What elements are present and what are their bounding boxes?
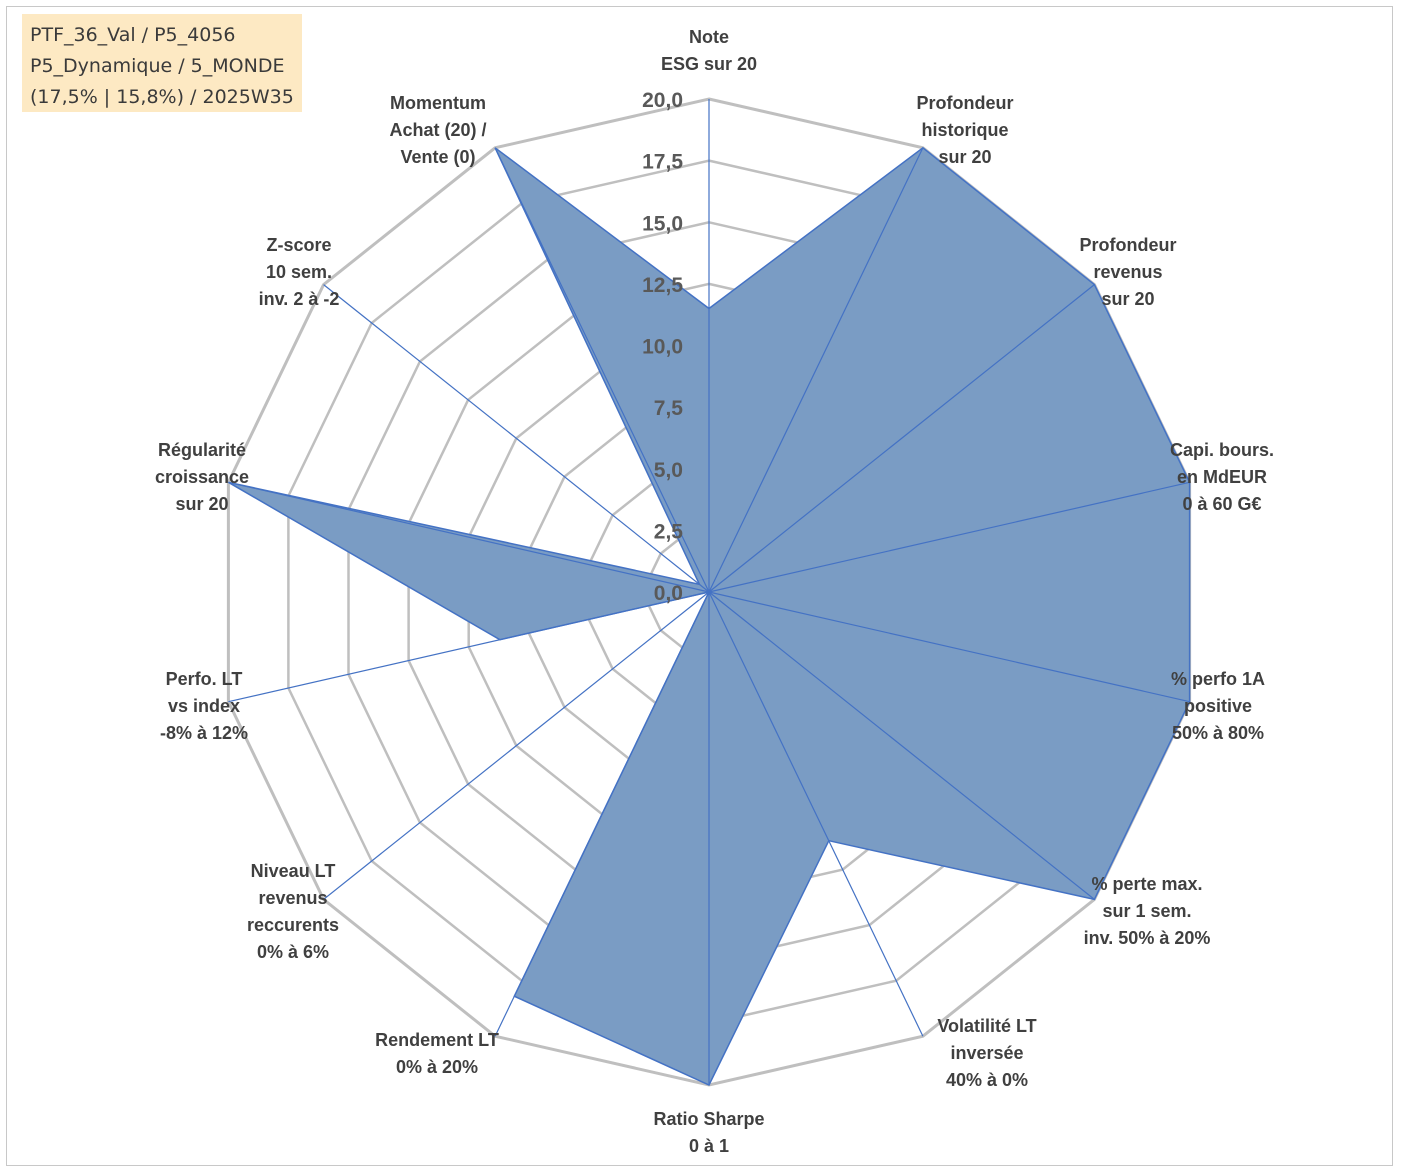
axis-spoke <box>323 591 710 900</box>
tick-label: 20,0 <box>642 89 683 112</box>
axis-spoke <box>228 481 710 593</box>
axis-label-line: Z-score <box>266 235 331 255</box>
axis-label-line: Vente (0) <box>400 147 475 167</box>
axis-label-line: 0% à 6% <box>257 942 329 962</box>
axis-label: % perfo 1A positive 50% à 80% <box>1171 669 1265 743</box>
tick-label: 0,0 <box>654 582 683 605</box>
axis-label-line: en MdEUR <box>1177 467 1267 487</box>
axis-spoke <box>323 284 710 593</box>
info-box: PTF_36_Val / P5_4056 P5_Dynamique / 5_MO… <box>22 14 302 112</box>
axis-label: Régularité croissance sur 20 <box>155 440 249 514</box>
tick-label: 12,5 <box>642 274 683 297</box>
axis-label: Momentum Achat (20) / Vente (0) <box>389 93 486 167</box>
axis-label: Z-score 10 sem. inv. 2 à -2 <box>259 235 340 309</box>
axis-label-line: Note <box>689 27 729 47</box>
axis-label-line: 0% à 20% <box>396 1057 478 1077</box>
axis-label-line: sur 1 sem. <box>1102 901 1191 921</box>
tick-label: 17,5 <box>642 151 683 174</box>
axis-label-line: Perfo. LT <box>166 669 243 689</box>
axis-label-line: 0 à 60 G€ <box>1182 494 1261 514</box>
axis-label-line: 50% à 80% <box>1172 723 1264 743</box>
tick-label: 10,0 <box>642 336 683 359</box>
info-line-profile: P5_Dynamique / 5_MONDE <box>30 55 285 77</box>
tick-label: 5,0 <box>654 459 683 482</box>
axis-label-line: inv. 2 à -2 <box>259 289 340 309</box>
axis-label-line: Niveau LT <box>251 861 336 881</box>
axis-label: Perfo. LT vs index -8% à 12% <box>160 669 248 743</box>
tick-label: 2,5 <box>654 520 684 543</box>
axis-label-line: % perte max. <box>1091 874 1202 894</box>
axis-label-line: 40% à 0% <box>946 1070 1028 1090</box>
axis-label-line: positive <box>1184 696 1252 716</box>
axis-label: Capi. bours. en MdEUR 0 à 60 G€ <box>1170 440 1274 514</box>
axis-spoke <box>228 591 710 703</box>
axis-label-line: vs index <box>168 696 240 716</box>
axis-label: Note ESG sur 20 <box>661 27 757 74</box>
axis-spoke <box>494 147 710 593</box>
axis-label-line: revenus <box>1093 262 1162 282</box>
radar-axis-labels: Note ESG sur 20 Profondeur historique sur 20… <box>155 27 1274 1156</box>
axis-spoke <box>708 591 1095 900</box>
axis-label-line: Régularité <box>158 440 246 460</box>
axis-label: Rendement LT 0% à 20% <box>375 1030 499 1077</box>
axis-label: Niveau LT revenus reccurents 0% à 6% <box>247 861 339 962</box>
axis-label: Volatilité LT inversée 40% à 0% <box>937 1016 1036 1090</box>
info-line-performance-week: (17,5% | 15,8%) / 2025W35 <box>30 86 294 108</box>
axis-spoke <box>708 481 1190 593</box>
axis-label-line: inversée <box>950 1043 1023 1063</box>
axis-label-line: Momentum <box>390 93 486 113</box>
axis-spoke <box>494 591 710 1037</box>
axis-label-line: -8% à 12% <box>160 723 248 743</box>
axis-label-line: revenus <box>258 888 327 908</box>
axis-label-line: Profondeur <box>917 93 1014 113</box>
axis-spoke <box>708 284 1095 593</box>
radar-tick-labels: 0,0 2,5 5,0 7,5 10,0 12,5 15,0 17,5 20,0 <box>642 89 683 605</box>
axis-label-line: Capi. bours. <box>1170 440 1274 460</box>
axis-label-line: Rendement LT <box>375 1030 499 1050</box>
info-line-portfolio: PTF_36_Val / P5_4056 <box>30 24 236 46</box>
axis-label-line: % perfo 1A <box>1171 669 1265 689</box>
tick-label: 7,5 <box>654 397 684 420</box>
tick-label: 15,0 <box>642 212 683 235</box>
axis-spoke <box>708 591 924 1037</box>
axis-label-line: 0 à 1 <box>689 1136 729 1156</box>
axis-label-line: inv. 50% à 20% <box>1084 928 1211 948</box>
axis-label: Profondeur revenus sur 20 <box>1080 235 1177 309</box>
axis-label-line: sur 20 <box>175 494 228 514</box>
axis-label-line: historique <box>921 120 1008 140</box>
axis-label-line: reccurents <box>247 915 339 935</box>
axis-label-line: ESG sur 20 <box>661 54 757 74</box>
axis-label: Ratio Sharpe 0 à 1 <box>653 1109 764 1156</box>
axis-spoke <box>708 147 924 593</box>
axis-label-line: croissance <box>155 467 249 487</box>
axis-label-line: Ratio Sharpe <box>653 1109 764 1129</box>
axis-label-line: sur 20 <box>1101 289 1154 309</box>
axis-label-line: Profondeur <box>1080 235 1177 255</box>
axis-label-line: Achat (20) / <box>389 120 486 140</box>
axis-label: % perte max. sur 1 sem. inv. 50% à 20% <box>1084 874 1211 948</box>
axis-label-line: 10 sem. <box>266 262 332 282</box>
axis-label-line: sur 20 <box>938 147 991 167</box>
axis-spoke <box>708 591 1190 703</box>
axis-label: Profondeur historique sur 20 <box>917 93 1014 167</box>
radar-spokes <box>228 99 1190 1085</box>
axis-label-line: Volatilité LT <box>937 1016 1036 1036</box>
